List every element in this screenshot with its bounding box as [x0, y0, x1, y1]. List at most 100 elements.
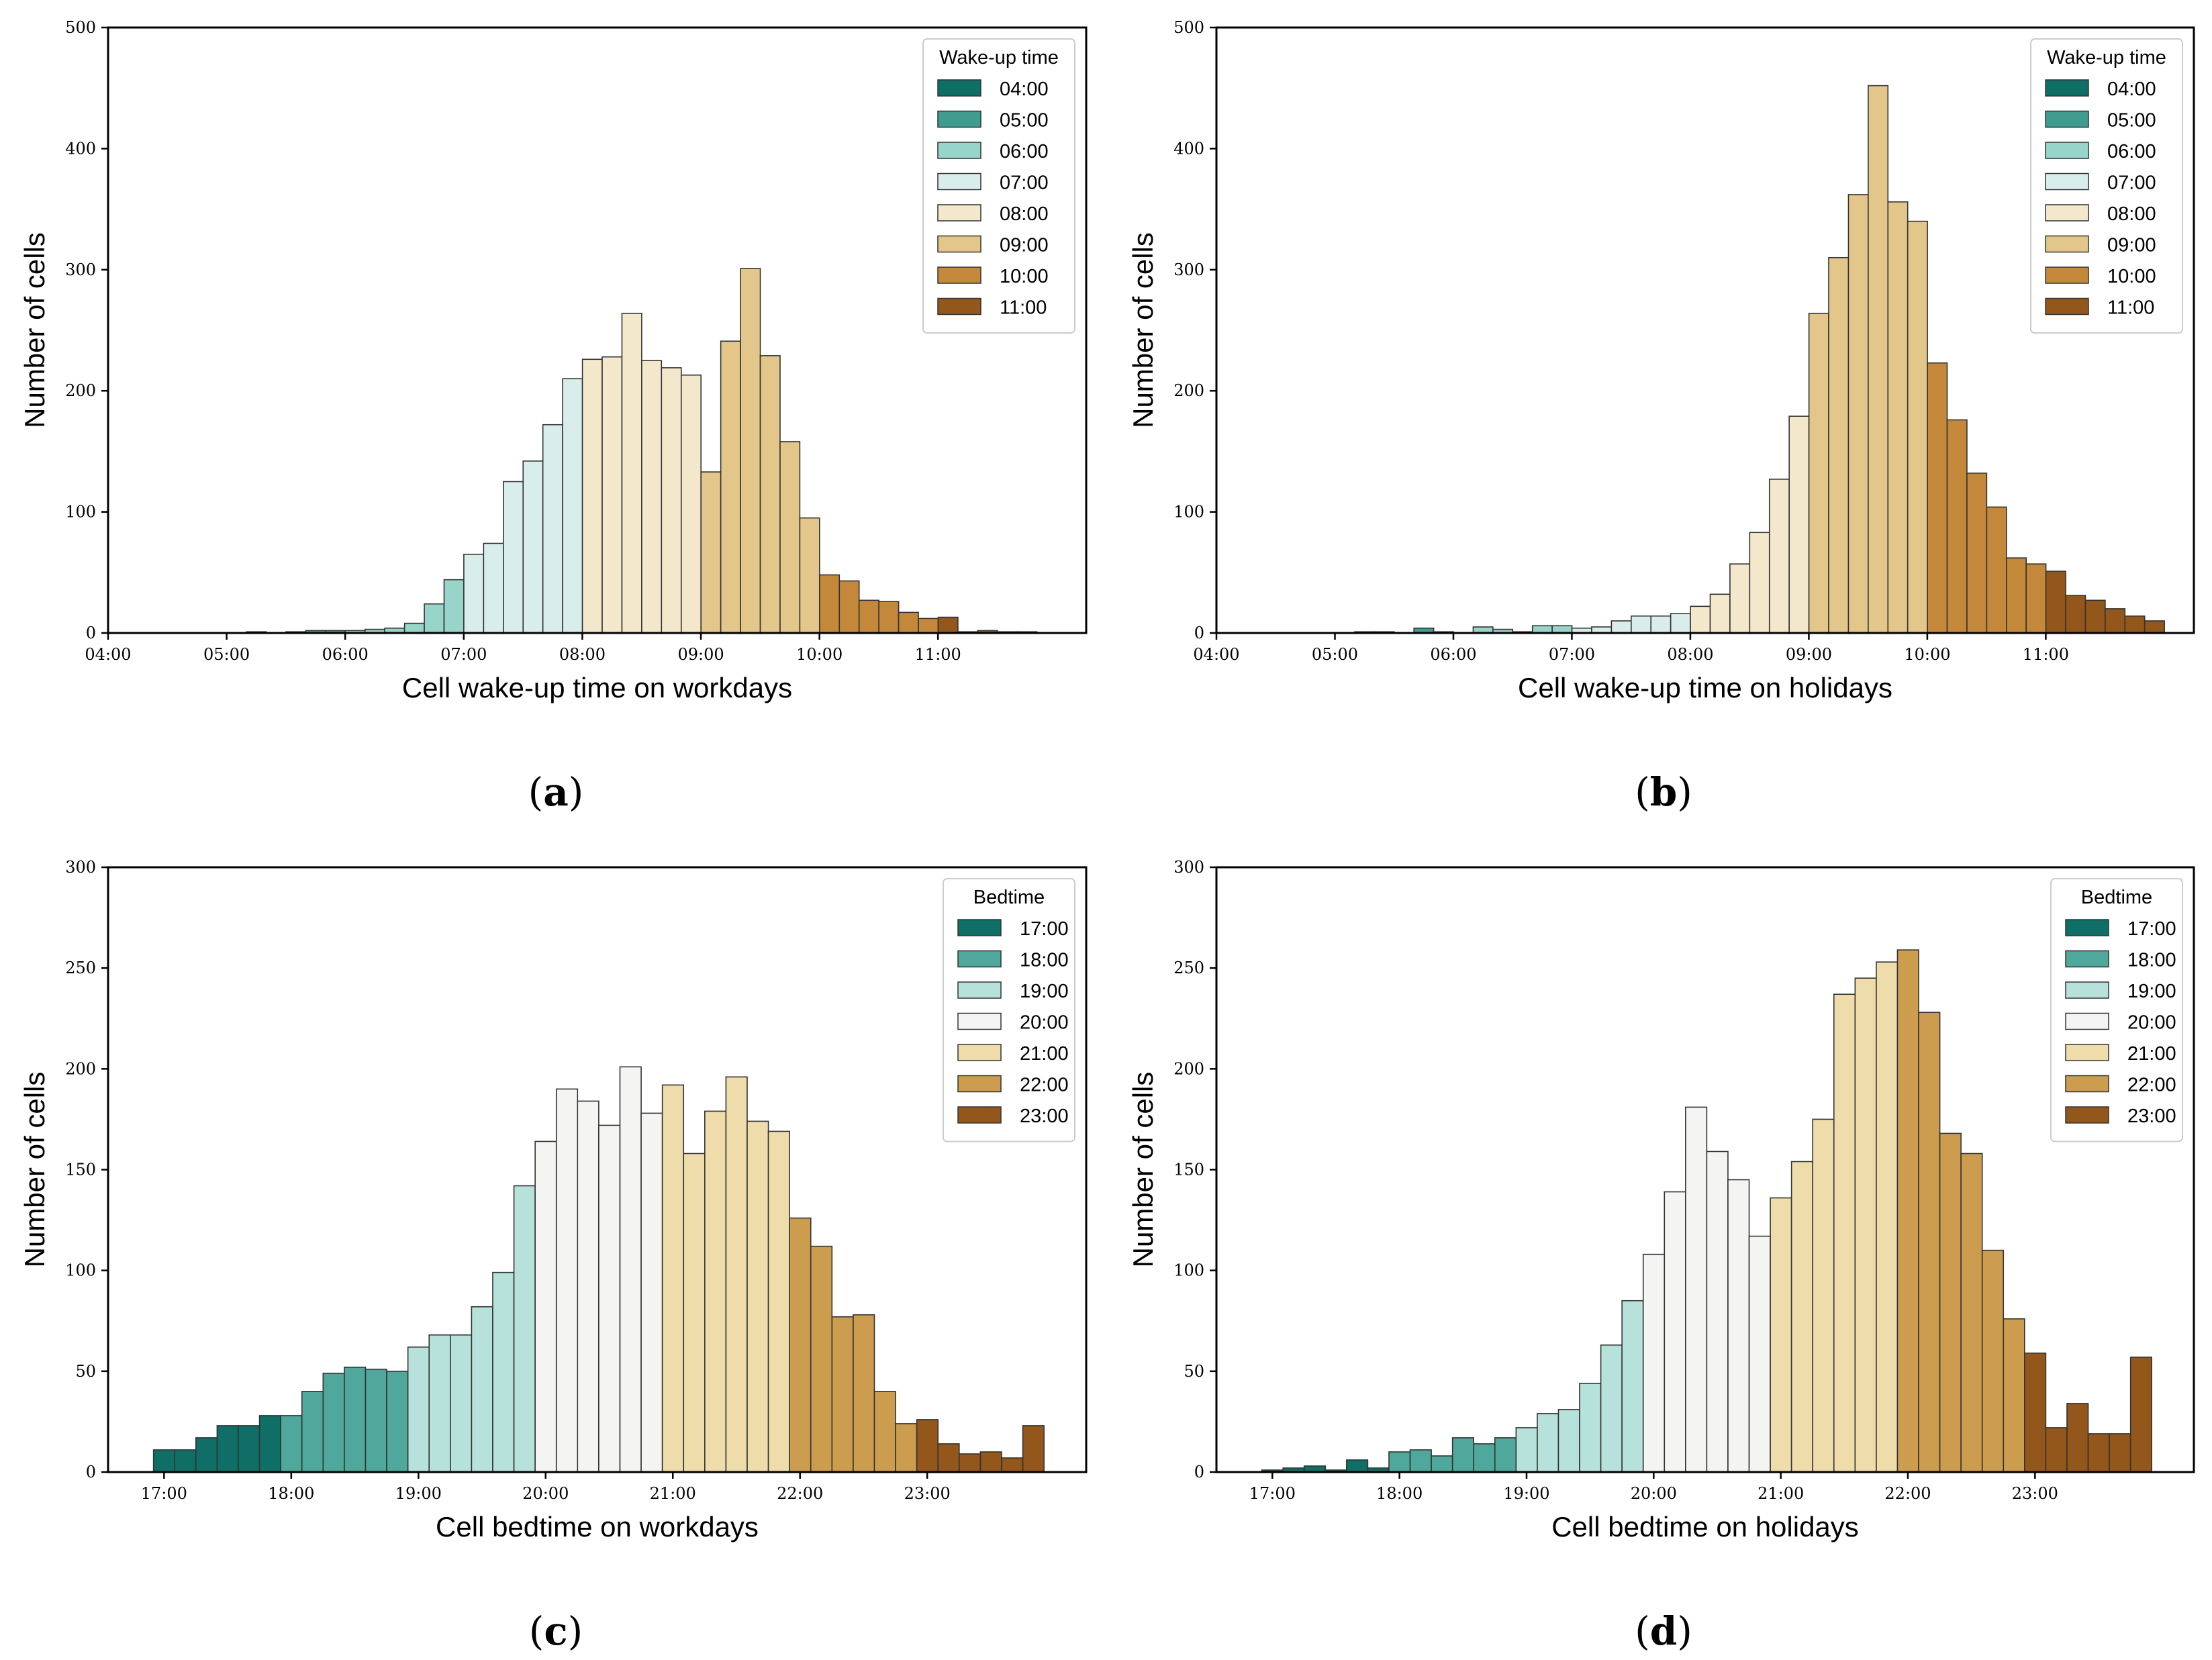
x-tick-label: 21:00 [1758, 1484, 1804, 1503]
bar [581, 358, 603, 634]
legend: Wake-up time 04:00 05:00 06:00 07:00 08:00 09:… [2030, 38, 2183, 334]
bar [747, 1120, 769, 1473]
bar [1690, 605, 1711, 634]
bar [407, 1346, 430, 1473]
bars [246, 268, 1038, 634]
bar [1451, 1437, 1475, 1473]
legend-entry: 07:00 [1000, 173, 1049, 194]
bar [1537, 1413, 1559, 1473]
bar [1896, 949, 1919, 1473]
bar [831, 1316, 854, 1473]
legend-entry: 08:00 [2107, 203, 2156, 225]
legend-swatch [937, 235, 981, 253]
bar [502, 481, 524, 634]
legend-entry: 09:00 [1000, 235, 1049, 256]
bar [301, 1391, 324, 1473]
bar [443, 579, 465, 634]
bar [463, 553, 485, 634]
bar [2105, 608, 2126, 634]
legend-swatch [2065, 1044, 2109, 1061]
legend-entry: 17:00 [1020, 918, 1069, 940]
bar [1473, 1443, 1496, 1473]
legend-entry: 19:00 [1020, 981, 1069, 1002]
legend-entry: 22:00 [1020, 1075, 1069, 1096]
y-tick-label: 250 [1173, 959, 1204, 977]
x-tick-label: 06:00 [1430, 645, 1476, 664]
x-tick-label: 08:00 [1667, 645, 1713, 664]
y-tick-label: 500 [65, 18, 96, 37]
bar [853, 1314, 875, 1473]
bar [661, 1084, 685, 1473]
legend-entry: 10:00 [2107, 266, 2156, 287]
bar [471, 1306, 493, 1473]
y-tick-label: 100 [1173, 503, 1204, 522]
y-tick-label: 150 [65, 1161, 96, 1179]
bar [619, 1066, 642, 1473]
x-tick-label: 10:00 [796, 645, 843, 664]
bar [258, 1415, 281, 1473]
bar [1907, 220, 1928, 634]
legend-swatch [957, 950, 1002, 968]
bar [1946, 419, 1968, 634]
legend-swatch [2045, 110, 2089, 128]
bar [2087, 1433, 2110, 1473]
legend-swatch [937, 173, 981, 191]
bar [621, 312, 642, 634]
legend-title: Wake-up time [2047, 47, 2166, 68]
x-axis-label: Cell wake-up time on holidays [1518, 672, 1892, 703]
bar [1833, 993, 1856, 1473]
chart-panel-b: 0 100 200 300 400 500 04:00 05:00 06:00 07:00 08:0… [1127, 18, 2195, 815]
bar [1409, 1449, 1432, 1473]
x-tick-label: 20:00 [1631, 1484, 1677, 1503]
legend-entry: 07:00 [2107, 173, 2156, 194]
bar [918, 618, 939, 634]
x-tick-label: 21:00 [650, 1484, 696, 1503]
legend-entry: 20:00 [1020, 1012, 1069, 1034]
bar [1388, 1451, 1411, 1473]
bar [1981, 1249, 2005, 1473]
x-tick-label: 09:00 [1786, 645, 1832, 664]
bar [1770, 1197, 1792, 1473]
bar [2065, 595, 2086, 634]
panel-caption: (d) [1635, 1608, 1692, 1654]
bar [704, 1110, 727, 1473]
y-tick-label: 400 [65, 139, 96, 158]
legend-entry: 05:00 [1000, 110, 1049, 132]
bar [428, 1334, 451, 1473]
bar [1868, 85, 1889, 634]
legend-swatch [937, 266, 981, 284]
legend-entry: 20:00 [2127, 1012, 2176, 1034]
legend-entry: 21:00 [2127, 1043, 2176, 1065]
bar [2129, 1357, 2153, 1473]
bar [1847, 194, 1869, 634]
bar [2045, 571, 2066, 634]
bar [1706, 1151, 1729, 1473]
legend-swatch [957, 1012, 1002, 1030]
x-tick-label: 22:00 [777, 1484, 823, 1503]
bar [1631, 615, 1652, 634]
bar [1966, 473, 1988, 634]
bar [152, 1449, 176, 1473]
bar [1001, 1457, 1024, 1473]
bar [1887, 201, 1909, 634]
legend-entry: 06:00 [1000, 141, 1049, 162]
bars [152, 1066, 1045, 1473]
legend-swatch [2045, 204, 2089, 222]
bar [1551, 625, 1573, 634]
bar [838, 580, 860, 634]
x-tick-label: 22:00 [1884, 1484, 1931, 1503]
bar [916, 1419, 939, 1473]
y-axis-label: Number of cells [19, 232, 50, 428]
y-axis-label: Number of cells [19, 1072, 50, 1268]
bar [1531, 625, 1553, 634]
bar [513, 1185, 536, 1473]
bar [1494, 1437, 1517, 1473]
y-axis-label: Number of cells [1127, 1072, 1159, 1268]
y-tick-label: 50 [75, 1362, 96, 1381]
legend-swatch [957, 981, 1002, 999]
bar [555, 1088, 579, 1473]
legend-entry: 23:00 [2127, 1106, 2176, 1127]
bar [2003, 1318, 2025, 1473]
y-tick-label: 0 [1194, 624, 1204, 642]
legend-swatch [957, 1106, 1002, 1124]
